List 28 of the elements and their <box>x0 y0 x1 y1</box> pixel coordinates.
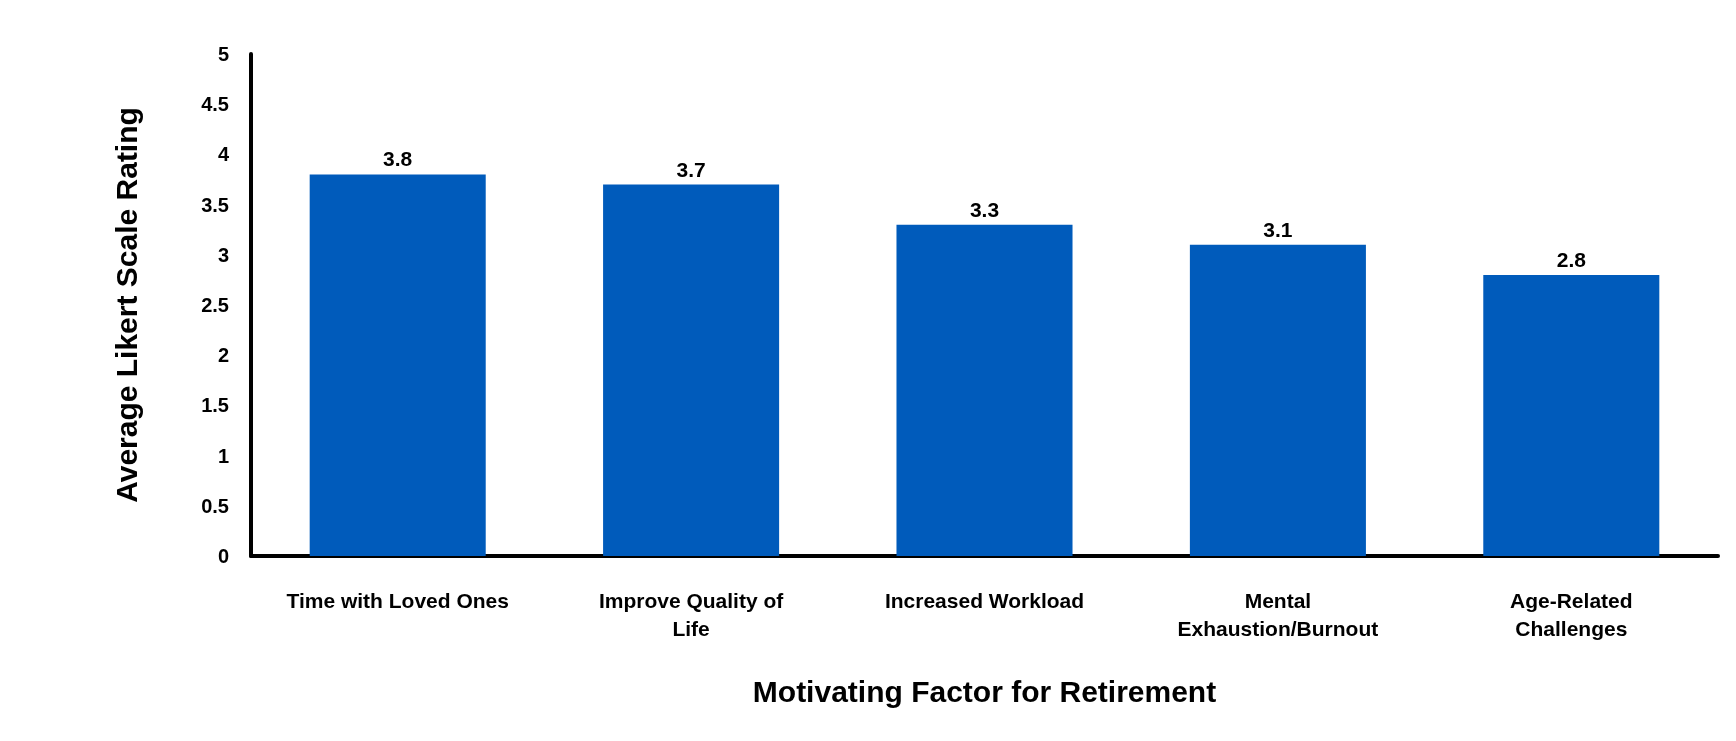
y-tick-label: 3.5 <box>201 193 229 216</box>
y-tick-label: 3 <box>217 243 229 266</box>
bar <box>309 174 486 556</box>
bar <box>1483 274 1660 556</box>
data-label: 3.3 <box>969 197 1000 221</box>
x-tick-label: Increased Workload <box>884 588 1085 612</box>
bar <box>603 184 780 556</box>
data-label: 3.8 <box>383 147 413 171</box>
y-axis-title: Average Likert Scale Rating <box>109 107 143 503</box>
y-tick-label: 2.5 <box>201 294 229 316</box>
x-tick-label: Improve Quality of Life <box>598 588 785 640</box>
x-tick-label: Age-Related Challenges <box>1510 588 1633 640</box>
y-tick-label: 4.5 <box>201 93 229 116</box>
y-tick-label: 2 <box>217 344 229 367</box>
y-tick-label: 5 <box>217 43 229 65</box>
bar <box>1189 244 1366 556</box>
data-label: 2.8 <box>1556 247 1587 271</box>
bar <box>896 224 1073 556</box>
x-tick-label: Time with Loved Ones <box>286 588 509 612</box>
y-tick-label: 4 <box>217 143 230 166</box>
y-tick-label: 0 <box>217 545 229 567</box>
data-label: 3.7 <box>676 157 706 181</box>
x-tick-label: Mental Exhaustion/Burnout <box>1177 588 1379 640</box>
x-axis-title: Motivating Factor for Retirement <box>752 674 1217 708</box>
data-label: 3.1 <box>1263 217 1293 241</box>
y-tick-label: 1.5 <box>201 394 229 417</box>
y-tick-label: 0.5 <box>201 494 229 517</box>
y-tick-label: 1 <box>217 444 229 467</box>
